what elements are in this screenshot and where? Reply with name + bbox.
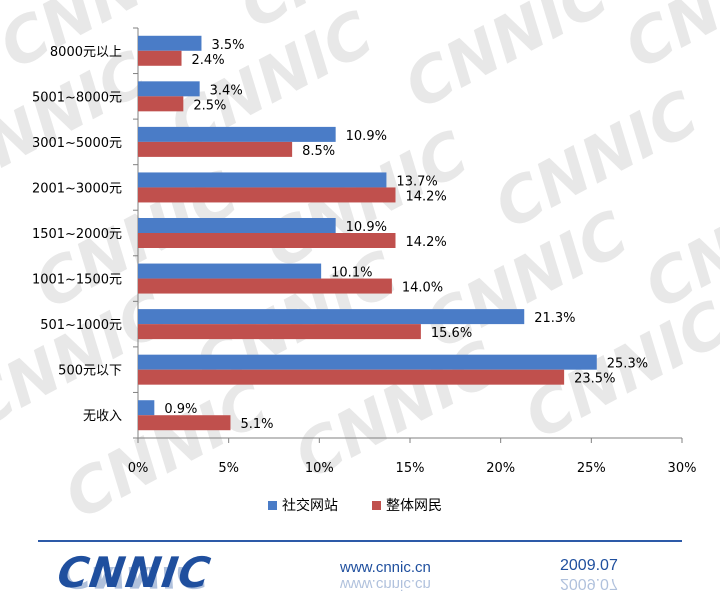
data-label: 10.9% <box>346 220 387 235</box>
category-label: 无收入 <box>83 409 122 424</box>
category-label: 500元以下 <box>58 364 122 379</box>
category-label: 501~1000元 <box>40 318 122 333</box>
bar-overall <box>138 187 396 203</box>
category-label: 5001~8000元 <box>32 90 122 105</box>
x-tick-label: 20% <box>486 461 515 476</box>
legend-label: 社交网站 <box>282 497 338 514</box>
category-label: 1001~1500元 <box>32 273 122 288</box>
data-label: 2.5% <box>193 98 226 113</box>
category-label: 2001~3000元 <box>32 181 122 196</box>
bar-social <box>138 218 336 233</box>
category-label: 1501~2000元 <box>32 227 122 242</box>
x-tick-label: 10% <box>305 461 334 476</box>
data-label: 15.6% <box>431 326 472 341</box>
data-label: 25.3% <box>607 357 648 372</box>
category-label: 3001~5000元 <box>32 136 122 151</box>
bar-social <box>138 354 597 370</box>
bar-social <box>138 172 387 188</box>
x-tick-label: 5% <box>218 461 239 476</box>
legend-label: 整体网民 <box>386 498 442 514</box>
data-label: 14.2% <box>405 189 446 204</box>
x-tick-label: 25% <box>577 461 606 476</box>
data-label: 3.4% <box>210 83 243 98</box>
legend-swatch <box>372 501 381 510</box>
footer-date-reflection: 2009.07 <box>560 575 618 592</box>
bar-social <box>138 35 202 51</box>
bar-overall <box>138 369 565 385</box>
bar-overall <box>138 324 421 340</box>
data-label: 3.5% <box>211 38 244 53</box>
data-label: 8.5% <box>302 144 335 159</box>
data-label: 5.1% <box>240 417 273 432</box>
data-label: 0.9% <box>164 402 197 417</box>
data-label: 14.0% <box>402 281 443 296</box>
bar-overall <box>138 233 396 248</box>
category-label: 8000元以上 <box>50 45 122 60</box>
footer-url-reflection: www.cnnic.cn <box>340 576 431 593</box>
bar-overall <box>138 415 231 431</box>
footer-url[interactable]: www.cnnic.cn <box>340 559 431 576</box>
x-tick-label: 15% <box>396 461 425 476</box>
footer-divider <box>38 540 682 542</box>
bar-chart: 0% 5% 10% 15% 20% 25% 30% 8000元以上 3.5%2.4% 5001~8… <box>32 27 697 514</box>
bar-social <box>138 81 200 97</box>
data-label: 10.1% <box>331 266 372 281</box>
data-label: 14.2% <box>405 235 446 250</box>
data-label: 13.7% <box>396 174 437 189</box>
bar-overall <box>138 50 182 66</box>
data-label: 23.5% <box>574 372 615 387</box>
x-tick-label: 30% <box>668 461 697 476</box>
bar-overall <box>138 96 184 112</box>
bar-overall <box>138 278 392 294</box>
legend-swatch <box>268 501 277 510</box>
bar-overall <box>138 141 293 157</box>
footer-date: 2009.07 <box>560 557 618 574</box>
cnnic-logo-reflection: CNNIC <box>55 567 208 597</box>
data-label: 2.4% <box>192 53 225 68</box>
data-label: 10.9% <box>346 129 387 144</box>
bar-social <box>138 309 525 325</box>
x-tick-label: 0% <box>128 461 149 476</box>
bar-social <box>138 126 336 142</box>
bar-social <box>138 400 155 416</box>
data-label: 21.3% <box>534 311 575 326</box>
bar-social <box>138 263 322 279</box>
